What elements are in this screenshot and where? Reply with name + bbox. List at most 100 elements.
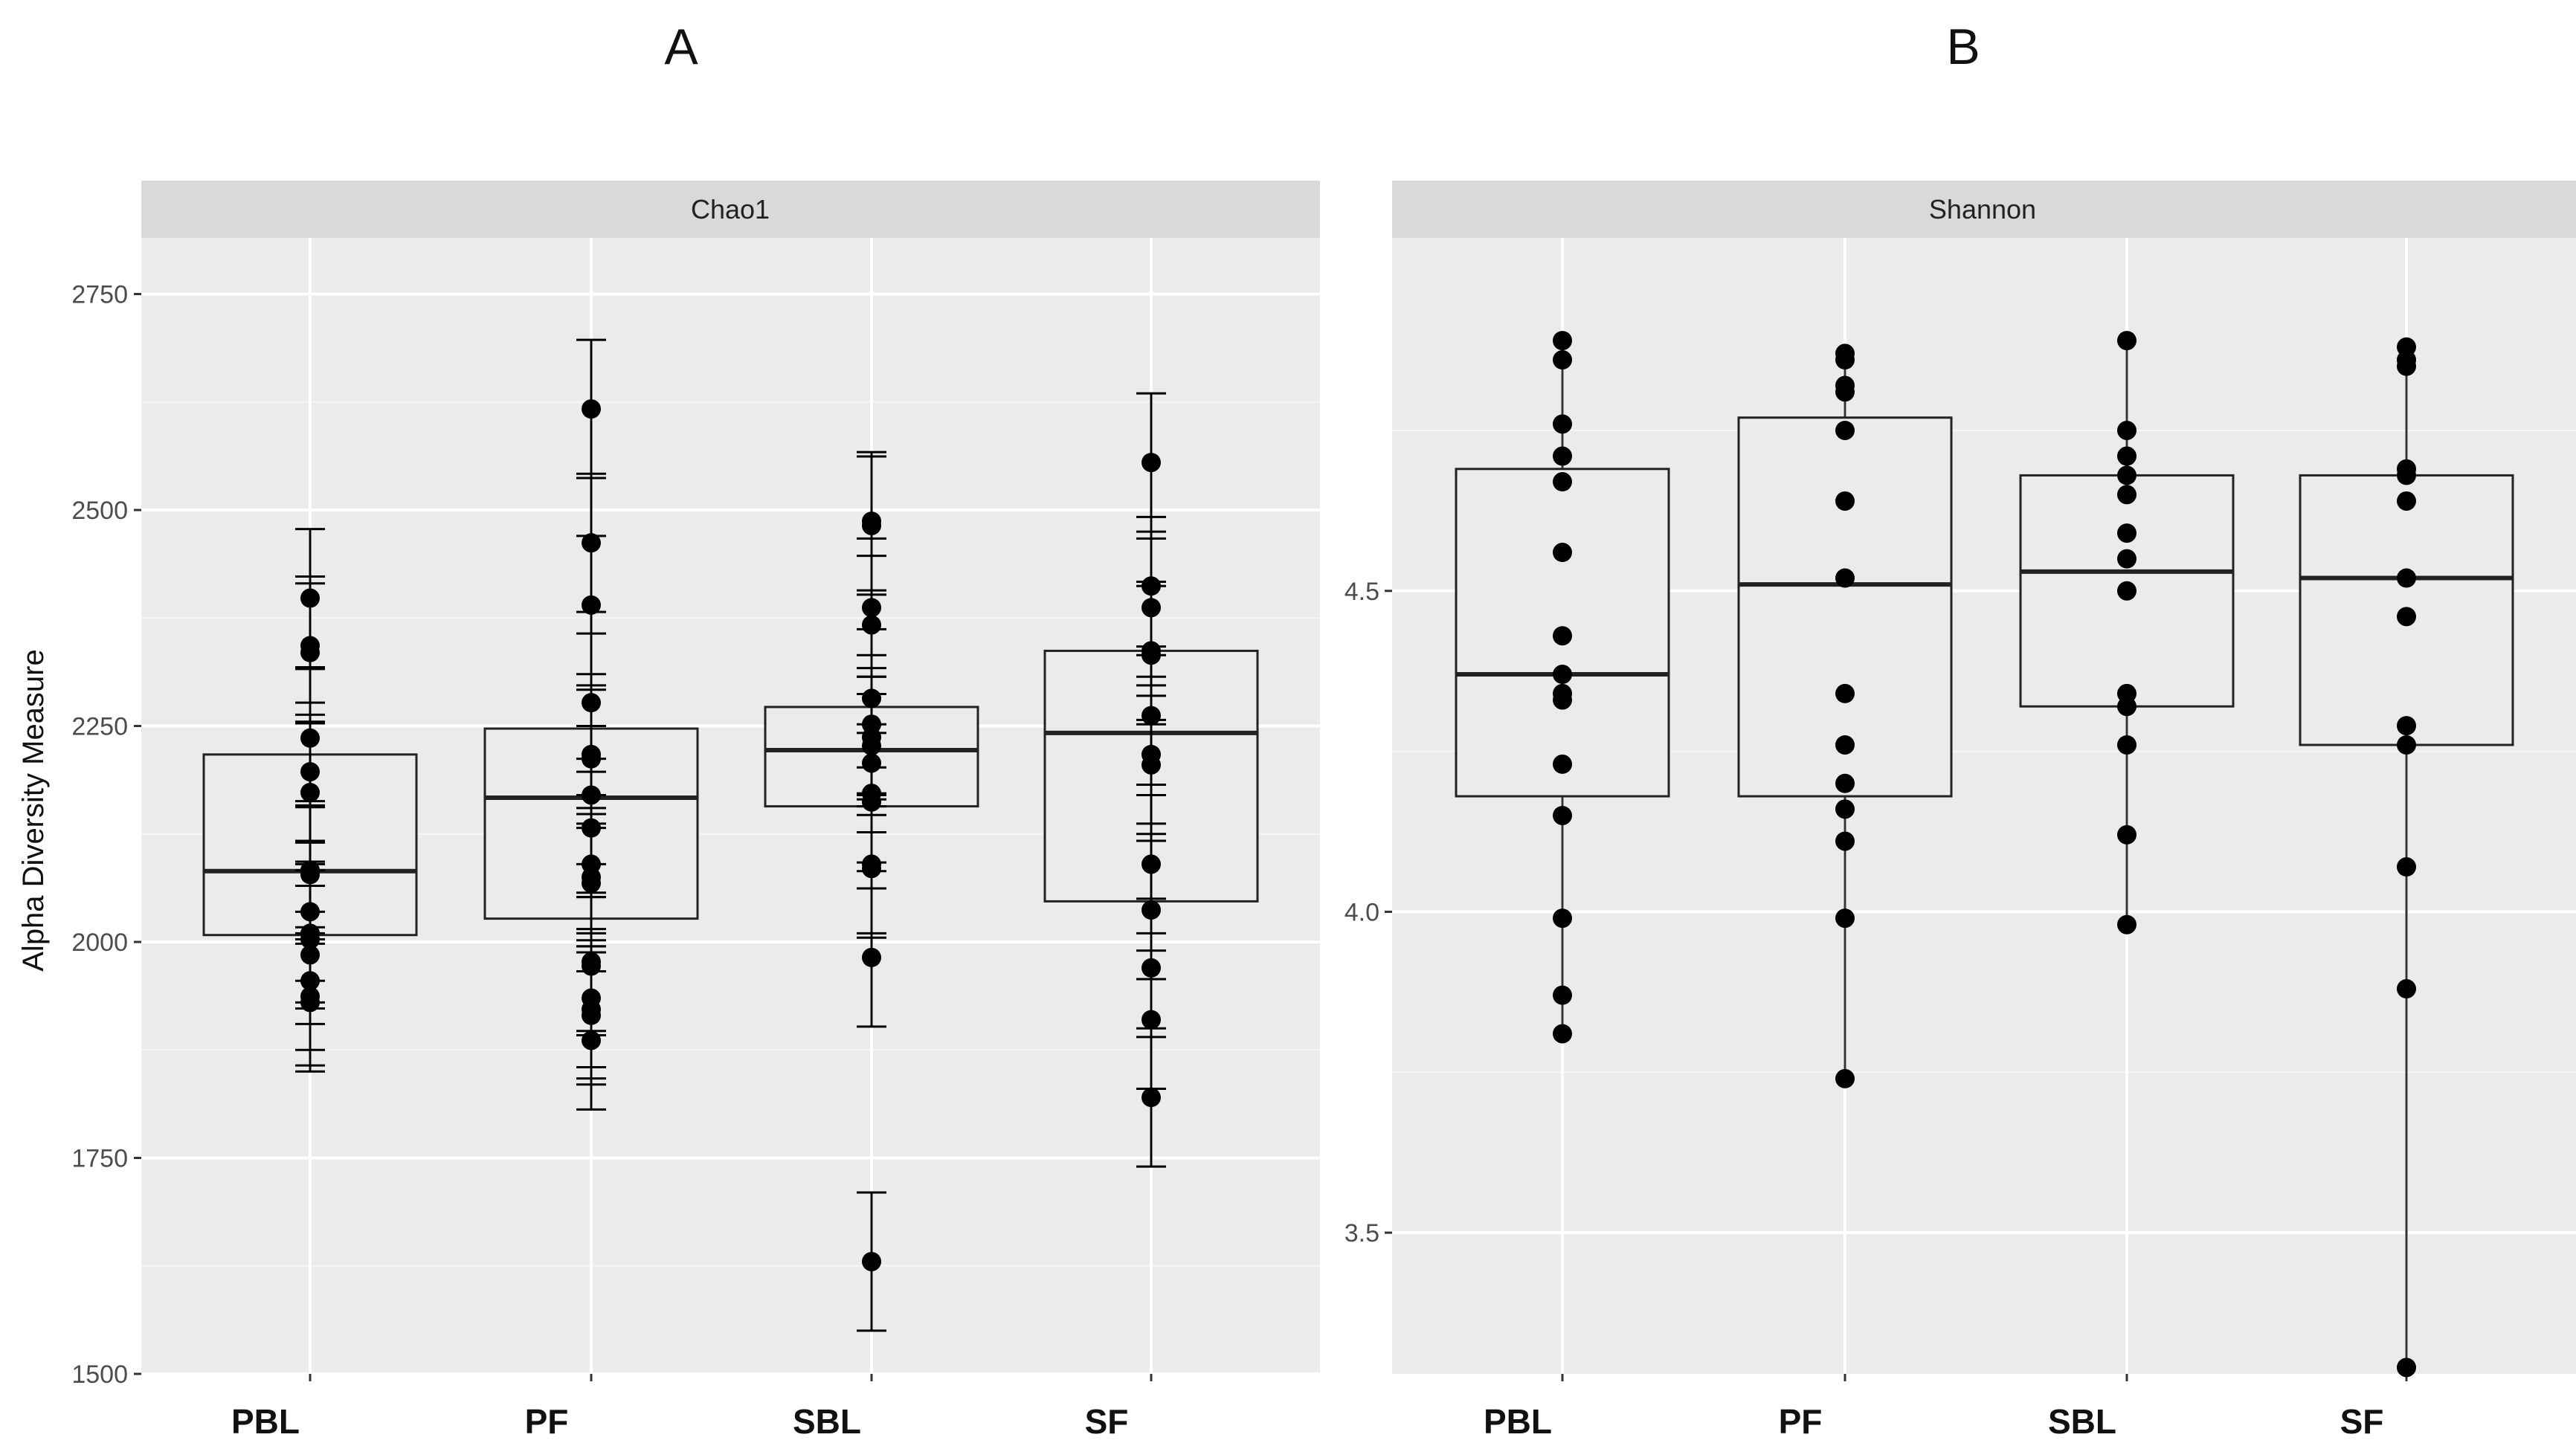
data-point — [2117, 446, 2137, 466]
data-point — [1553, 690, 1572, 710]
data-point — [2117, 824, 2137, 845]
panel-b-strip-label: Shannon — [1929, 194, 2036, 225]
data-point — [1835, 350, 1855, 370]
data-point — [1553, 908, 1572, 929]
x-tick-label: PBL — [231, 1402, 300, 1441]
panel-b-strip — [1392, 181, 2576, 238]
data-point — [1553, 665, 1572, 685]
data-point — [300, 782, 320, 802]
panel-b: B Shannon 3.5 4.0 4.5 PBL PF SBL SF — [1345, 19, 2576, 1441]
data-point — [582, 399, 601, 419]
data-point — [300, 992, 320, 1013]
panel-a-y-axis: 1500 1750 2000 2250 2500 2750 — [71, 281, 141, 1389]
data-point — [1553, 805, 1572, 825]
data-point — [1553, 350, 1572, 370]
x-tick-label: PF — [1779, 1402, 1823, 1441]
y-tick-label: 2750 — [71, 281, 128, 309]
data-point — [2397, 356, 2416, 376]
data-point — [2117, 735, 2137, 755]
data-point — [2117, 331, 2137, 351]
y-tick-label: 1500 — [71, 1361, 128, 1389]
data-point — [2117, 523, 2137, 543]
data-point — [1835, 799, 1855, 819]
data-point — [1553, 446, 1572, 466]
panel-b-plot-area — [1392, 238, 2576, 1374]
data-point — [862, 515, 881, 535]
data-point — [862, 1251, 881, 1271]
data-point — [2117, 549, 2137, 569]
data-point — [1835, 683, 1855, 703]
data-point — [2117, 420, 2137, 440]
data-point — [1835, 773, 1855, 793]
data-point — [1553, 1024, 1572, 1044]
data-point — [2397, 857, 2416, 877]
x-tick-label: SF — [2340, 1402, 2384, 1441]
data-point — [2397, 607, 2416, 627]
data-point — [1835, 420, 1855, 440]
data-point — [1835, 831, 1855, 851]
data-point — [2117, 581, 2137, 601]
panel-a-x-axis: PBL PF SBL SF — [231, 1374, 1153, 1441]
panel-b-letter: B — [1946, 19, 1980, 75]
panel-b-x-axis: PBL PF SBL SF — [1484, 1374, 2408, 1441]
y-axis-label: Alpha Diversity Measure — [17, 649, 50, 972]
data-point — [1835, 382, 1855, 402]
data-point — [2117, 485, 2137, 505]
data-point — [1835, 908, 1855, 929]
data-point — [1553, 414, 1572, 434]
data-point — [1835, 1068, 1855, 1088]
data-point — [2397, 1358, 2416, 1378]
y-tick-label: 4.5 — [1345, 578, 1379, 606]
data-point — [1553, 985, 1572, 1005]
data-point — [1553, 543, 1572, 563]
data-point — [1142, 1088, 1161, 1108]
x-tick-label: SF — [1085, 1402, 1129, 1441]
data-point — [862, 947, 881, 967]
data-point — [2117, 914, 2137, 935]
data-point — [1553, 472, 1572, 492]
box-sf — [2299, 346, 2514, 1368]
data-point — [2397, 568, 2416, 588]
x-tick-label: SBL — [2048, 1402, 2116, 1441]
data-point — [2397, 735, 2416, 755]
data-point — [862, 859, 881, 879]
y-tick-label: 2500 — [71, 497, 128, 525]
data-point — [1142, 453, 1161, 473]
box-pf — [1737, 353, 1953, 1079]
y-tick-label: 3.5 — [1345, 1219, 1379, 1248]
y-tick-label: 2250 — [71, 713, 128, 741]
panel-a: A Chao1 1500 1750 2000 2250 2500 2750 PBL PF SB… — [17, 19, 1320, 1441]
data-point — [582, 595, 601, 615]
data-point — [582, 873, 601, 893]
data-point — [1835, 491, 1855, 511]
panel-a-strip — [141, 181, 1320, 238]
data-point — [1553, 626, 1572, 646]
data-point — [1142, 1010, 1161, 1030]
panel-b-points — [1553, 331, 2416, 1378]
x-tick-label: SBL — [793, 1402, 861, 1441]
panel-a-points — [295, 338, 1166, 1332]
data-point — [2397, 465, 2416, 485]
data-point — [2397, 491, 2416, 511]
data-point — [1142, 755, 1161, 775]
data-point — [1835, 568, 1855, 588]
data-point — [1835, 735, 1855, 755]
box-iqr — [1737, 416, 1953, 798]
y-tick-label: 4.0 — [1345, 898, 1379, 926]
data-point — [2397, 716, 2416, 736]
data-point — [1553, 754, 1572, 774]
data-point — [300, 642, 320, 662]
panel-b-y-axis: 3.5 4.0 4.5 — [1345, 578, 1392, 1248]
data-point — [582, 1030, 601, 1050]
data-point — [2397, 979, 2416, 999]
y-tick-label: 1750 — [71, 1145, 128, 1173]
data-point — [2117, 697, 2137, 717]
data-point — [1553, 331, 1572, 351]
y-tick-label: 2000 — [71, 929, 128, 957]
x-tick-label: PBL — [1484, 1402, 1552, 1441]
x-tick-label: PF — [525, 1402, 569, 1441]
panel-a-strip-label: Chao1 — [691, 194, 770, 225]
panel-a-letter: A — [664, 19, 698, 75]
data-point — [2117, 465, 2137, 485]
